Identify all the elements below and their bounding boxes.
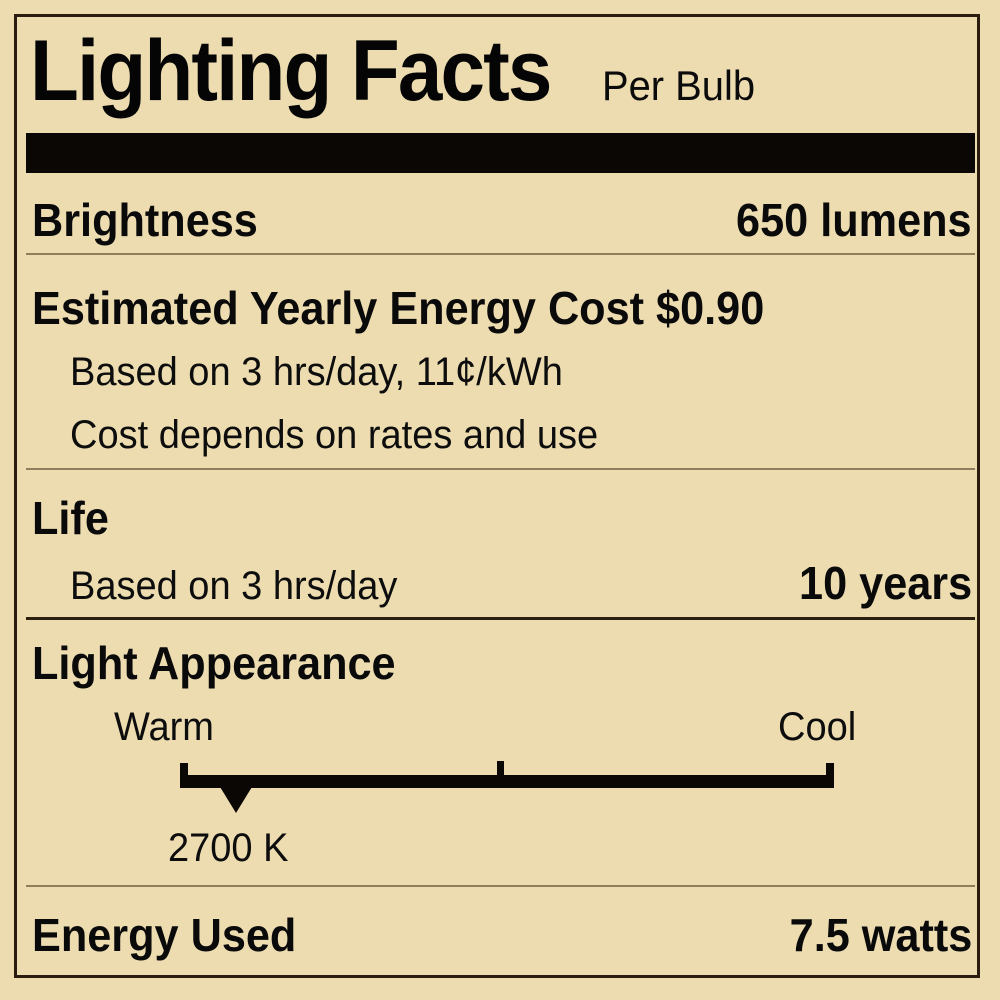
energy-cost-note-2: Cost depends on rates and use	[70, 413, 599, 457]
brightness-row: Brightness 650 lumens	[32, 197, 972, 243]
divider-after-life	[26, 617, 975, 620]
life-row: Life	[32, 495, 972, 541]
energy-cost-note-1: Based on 3 hrs/day, 11¢/kWh	[70, 350, 563, 394]
divider-after-light-appearance	[26, 885, 975, 887]
life-detail-row: Based on 3 hrs/day 10 years	[32, 560, 972, 606]
life-value: 10 years	[798, 557, 972, 609]
energy-used-label: Energy Used	[32, 909, 297, 961]
scale-tick-left	[180, 763, 188, 777]
scale-warm-label: Warm	[114, 705, 214, 749]
light-appearance-row: Light Appearance	[32, 640, 972, 686]
life-label: Life	[32, 492, 109, 544]
energy-cost-note-1-row: Based on 3 hrs/day, 11¢/kWh	[32, 352, 972, 392]
divider-after-energy-cost	[26, 468, 975, 470]
brightness-value: 650 lumens	[736, 194, 972, 246]
scale-tick-right	[826, 763, 834, 777]
light-appearance-label: Light Appearance	[32, 637, 396, 689]
divider-after-brightness	[26, 253, 975, 255]
scale-cool-label: Cool	[778, 705, 857, 749]
energy-cost-label: Estimated Yearly Energy Cost $0.90	[32, 282, 765, 334]
title-black-bar	[26, 133, 975, 173]
scale-tick-middle	[497, 761, 504, 777]
title-suffix: Per Bulb	[601, 62, 755, 109]
page-title: Lighting Facts	[30, 23, 552, 119]
brightness-label: Brightness	[32, 194, 258, 246]
energy-cost-row: Estimated Yearly Energy Cost $0.90	[32, 285, 972, 331]
energy-used-row: Energy Used 7.5 watts	[32, 912, 972, 958]
energy-cost-note-2-row: Cost depends on rates and use	[32, 415, 972, 455]
label-title-row: Lighting Facts Per Bulb	[30, 28, 970, 128]
life-note: Based on 3 hrs/day	[70, 564, 398, 608]
color-temperature-value: 2700 K	[168, 826, 289, 870]
scale-bar	[180, 775, 834, 788]
scale-marker-triangle-icon	[217, 782, 255, 813]
label-border	[14, 14, 980, 978]
energy-used-value: 7.5 watts	[789, 909, 972, 961]
